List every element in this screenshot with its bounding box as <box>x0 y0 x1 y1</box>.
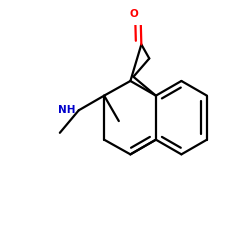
Text: O: O <box>130 8 139 18</box>
Text: NH: NH <box>58 105 76 115</box>
